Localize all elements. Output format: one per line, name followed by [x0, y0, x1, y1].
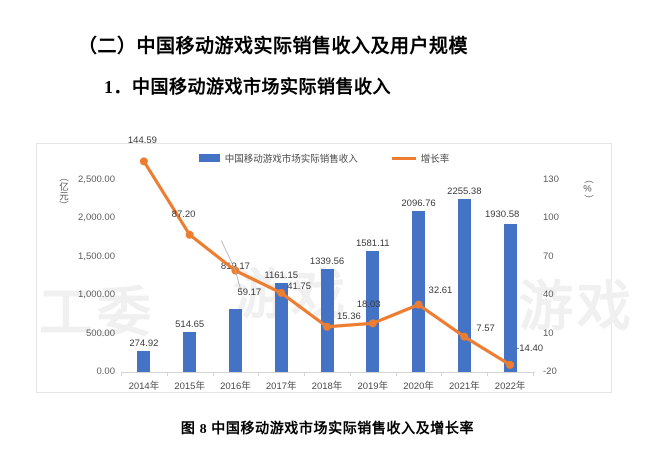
x-axis-tick [166, 372, 168, 376]
legend-item-growth[interactable]: 增长率 [391, 151, 450, 165]
x-axis-tick [349, 372, 351, 376]
y-axis-tick-right: 10 [543, 327, 554, 339]
line-value-label: 18.03 [356, 299, 381, 311]
x-axis-tick [304, 372, 306, 376]
page-title: （二）中国移动游戏实际销售收入及用户规模 [78, 36, 469, 57]
y-axis-unit-left: （亿元） [57, 172, 68, 210]
legend-swatch-bar-icon [198, 154, 220, 162]
x-axis-label: 2019年 [357, 381, 389, 392]
y-axis-tick-left: 1,500.00 [78, 250, 115, 262]
bar-2014年[interactable] [137, 350, 151, 372]
legend-label-growth: 增长率 [420, 154, 450, 165]
figure-caption: 图 8 中国移动游戏市场实际销售收入及增长率 [180, 422, 475, 437]
chart-panel: 工委 游戏 游戏 中国移动游戏市场实际销售收入 增长率 （亿元） （%） 274… [36, 135, 631, 393]
line-value-label: 32.61 [428, 284, 453, 296]
x-axis-label: 2015年 [174, 381, 205, 392]
bar-value-label: 514.65 [175, 319, 205, 331]
bar-2022年[interactable] [503, 223, 517, 372]
x-axis-label: 2021年 [449, 381, 480, 392]
x-axis-label: 2018年 [311, 381, 343, 392]
line-value-label: 15.36 [337, 310, 361, 322]
bar-2020年[interactable] [412, 210, 426, 372]
bar-value-label: 1339.56 [309, 256, 345, 268]
line-point-2014年[interactable] [139, 157, 148, 166]
y-axis-tick-right: 40 [543, 289, 554, 301]
x-axis-tick [212, 372, 214, 376]
line-point-2019年[interactable] [368, 319, 377, 328]
bar-value-label: 1161.15 [264, 269, 299, 281]
line-point-2015年[interactable] [185, 230, 194, 239]
y-axis-tick-left: 2,000.00 [78, 212, 115, 224]
line-value-label: 144.59 [127, 135, 157, 147]
bar-2021年[interactable] [457, 198, 471, 372]
bar-2018年[interactable] [320, 269, 334, 372]
x-axis-tick [258, 372, 260, 376]
y-axis-tick-left: 2,500.00 [78, 174, 115, 185]
bar-value-label: 2096.76 [401, 197, 436, 209]
line-value-label: -14.40 [516, 342, 544, 354]
line-value-label: 59.17 [237, 286, 262, 298]
bar-2017年[interactable] [274, 282, 288, 372]
y-axis-unit-right: （%） [582, 174, 593, 204]
y-axis-tick-left: 0.00 [96, 366, 116, 377]
x-axis-tick [487, 372, 489, 376]
y-axis-tick-right: 70 [543, 250, 554, 262]
line-point-2020年[interactable] [414, 300, 423, 309]
line-point-2021年[interactable] [460, 332, 469, 341]
plot-area: 274.92 514.65 819.17 1161.15 1339.56 1581.11 2… [121, 135, 543, 372]
y-axis-tick-left: 1,000.00 [78, 289, 115, 301]
line-point-2022年[interactable] [506, 360, 515, 369]
line-value-label: 7.57 [476, 322, 495, 334]
label-leader-line [235, 270, 242, 293]
y-axis-tick-left: 500.00 [85, 327, 115, 339]
bar-value-label: 1930.58 [484, 208, 520, 220]
bar-value-label: 274.92 [129, 337, 159, 349]
y-axis-tick-right: -20 [543, 366, 557, 377]
x-axis-tick [121, 372, 122, 376]
label-leader-line [221, 240, 236, 271]
legend-swatch-line-icon [391, 156, 416, 160]
bar-value-label: 2255.38 [447, 185, 482, 197]
x-axis-label: 2017年 [265, 381, 297, 392]
x-axis-tick [395, 372, 397, 376]
growth-rate-line [139, 157, 515, 369]
document-headings: （二）中国移动游戏实际销售收入及用户规模 1．中国移动游戏市场实际销售收入 [0, 0, 655, 101]
watermark-left: 工委 [39, 283, 155, 343]
x-axis-label: 2014年 [128, 381, 160, 392]
bar-value-label: 1581.11 [355, 237, 390, 249]
y-axis-tick-right: 130 [543, 174, 559, 185]
x-axis-tick [533, 372, 534, 376]
bar-2016年[interactable] [228, 309, 242, 372]
legend-item-revenue[interactable]: 中国移动游戏市场实际销售收入 [198, 151, 358, 165]
bar-2015年[interactable] [183, 332, 197, 372]
x-axis-label: 2020年 [403, 381, 434, 392]
x-axis-label: 2022年 [494, 381, 526, 392]
bar-value-label: 819.17 [220, 261, 250, 273]
y-axis-tick-right: 100 [543, 212, 559, 224]
x-axis-tick [441, 372, 443, 376]
line-point-2017年[interactable] [277, 288, 286, 297]
chart-legend: 中国移动游戏市场实际销售收入 增长率 [37, 151, 611, 165]
watermark-right: 游戏 [519, 277, 635, 337]
bar-2019年[interactable] [366, 250, 380, 372]
line-value-label: 87.20 [171, 208, 196, 220]
legend-label-revenue: 中国移动游戏市场实际销售收入 [224, 154, 358, 165]
page-subtitle: 1．中国移动游戏市场实际销售收入 [104, 77, 391, 97]
x-axis-line [121, 372, 535, 373]
line-point-2018年[interactable] [323, 322, 331, 331]
x-axis-label: 2016年 [220, 381, 251, 392]
line-value-label: 41.75 [287, 280, 311, 292]
